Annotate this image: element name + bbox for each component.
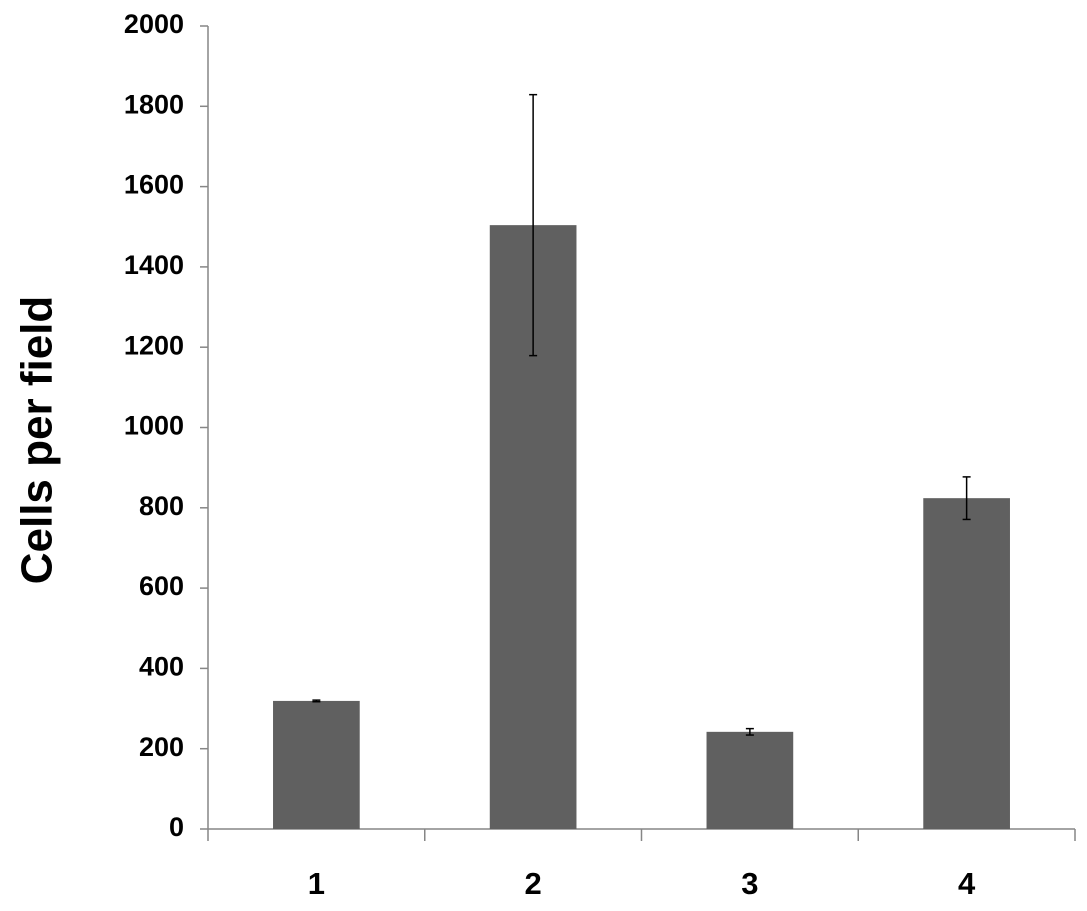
y-tick-label: 400 bbox=[139, 652, 184, 682]
error-bar bbox=[745, 727, 754, 736]
bar bbox=[273, 700, 360, 829]
x-tick-label: 2 bbox=[525, 866, 542, 901]
x-tick-label: 3 bbox=[741, 866, 758, 901]
bar bbox=[923, 498, 1010, 829]
error-bar bbox=[529, 93, 538, 357]
y-tick-label: 2000 bbox=[124, 9, 184, 39]
bar bbox=[706, 731, 794, 829]
x-tick-label: 4 bbox=[958, 866, 976, 901]
x-tick-label: 1 bbox=[308, 866, 325, 901]
y-tick-label: 1600 bbox=[124, 170, 184, 200]
error-bar bbox=[962, 476, 971, 521]
error-bar bbox=[312, 699, 321, 703]
y-tick-label: 1800 bbox=[124, 89, 184, 119]
y-tick-label: 1200 bbox=[124, 330, 184, 360]
y-tick-label: 0 bbox=[169, 812, 184, 842]
y-tick-label: 800 bbox=[139, 491, 184, 521]
y-tick-label: 1400 bbox=[124, 250, 184, 280]
y-axis-label: Cells per field bbox=[13, 296, 62, 585]
y-tick-label: 1000 bbox=[124, 411, 184, 441]
y-tick-label: 600 bbox=[139, 571, 184, 601]
y-tick-label: 200 bbox=[139, 732, 184, 762]
